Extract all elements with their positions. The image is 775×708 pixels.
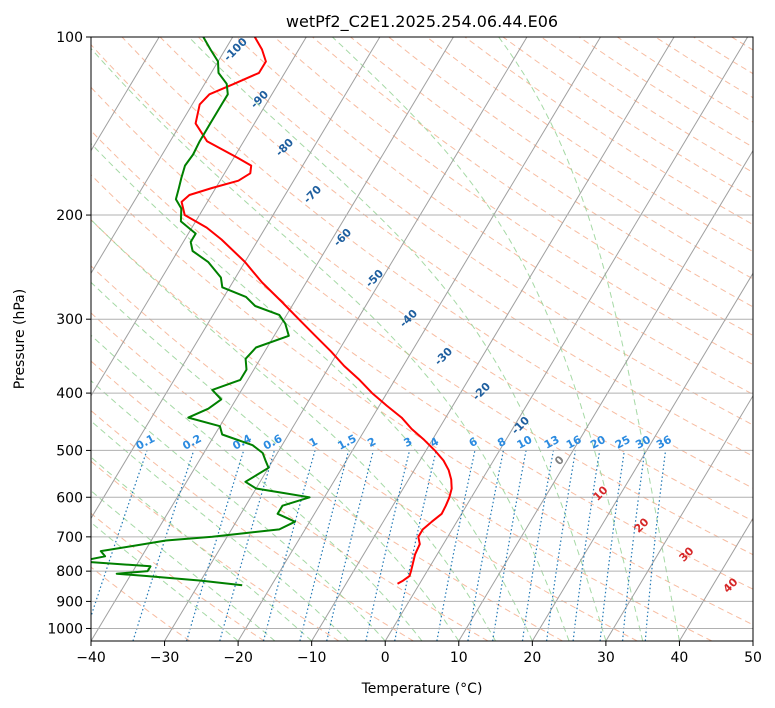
mixing-ratio-line [186, 450, 245, 641]
mixing-ratio-label: 13 [542, 433, 562, 452]
y-tick-label: 400 [56, 386, 83, 402]
plot-frame [90, 36, 754, 642]
dry-adiabat [350, 37, 753, 308]
y-axis-title: Pressure (hPa) [12, 289, 28, 389]
mixing-ratio-line [219, 450, 275, 641]
isotherm [605, 394, 753, 641]
y-axis-ticks: 100 200 300 400 500 600 700 800 900 1000 [47, 30, 91, 637]
mixing-ratio-line [299, 450, 350, 641]
moist-adiabat [91, 47, 570, 641]
y-tick-label: 300 [56, 312, 83, 328]
mixing-ratio-line [132, 450, 195, 641]
isotherm [311, 37, 675, 641]
moist-adiabat [498, 37, 680, 641]
mixing-ratio-line [326, 450, 374, 641]
mixing-ratio-line [644, 450, 667, 641]
x-tick-label: −10 [297, 650, 327, 666]
dry-adiabat [91, 265, 638, 641]
mixing-ratio-line [262, 450, 316, 641]
chart-title: wetPf2_C2E1.2025.254.06.44.E06 [286, 12, 558, 32]
dry-adiabat [235, 37, 753, 395]
dewpoint-profile [91, 37, 311, 587]
isotherm [679, 517, 753, 641]
isotherm [91, 37, 307, 397]
moist-adiabat [91, 420, 349, 641]
dry-adiabat [197, 37, 753, 426]
y-tick-label: 1000 [47, 621, 83, 637]
dry-adiabat [159, 37, 753, 457]
y-tick-label: 700 [56, 530, 83, 546]
temperature-profile [180, 37, 453, 585]
moist-adiabat [91, 334, 423, 641]
mixing-ratio-label: 10 [515, 433, 535, 452]
isotherm [164, 37, 528, 641]
dry-adiabat [91, 566, 190, 641]
mixing-ratio-label: 30 [633, 433, 653, 452]
y-tick-label: 600 [56, 490, 83, 506]
dry-adiabat [91, 512, 265, 641]
isotherm [91, 37, 381, 520]
moist-adiabat [91, 281, 460, 641]
y-tick-label: 800 [56, 564, 83, 580]
y-tick-label: 900 [56, 594, 83, 610]
isotherm [91, 37, 454, 641]
x-tick-label: −40 [76, 650, 106, 666]
x-tick-label: −30 [150, 650, 180, 666]
sounding-profiles [91, 37, 453, 587]
mixing-ratio-line [599, 450, 625, 641]
y-tick-label: 200 [56, 208, 83, 224]
mixing-ratio-line [546, 450, 577, 641]
x-axis-ticks: −40 −30 −20 −10 0 10 20 30 40 50 [76, 641, 762, 666]
moist-adiabat [91, 142, 533, 641]
x-tick-label: 0 [381, 650, 390, 666]
y-tick-label: 500 [56, 443, 83, 459]
moist-adiabat [332, 37, 644, 641]
isotherm [458, 149, 753, 641]
dry-adiabat [91, 174, 753, 626]
isotherm [91, 37, 160, 152]
x-axis-title: Temperature (°C) [361, 681, 483, 697]
mixing-ratio-line [572, 450, 601, 641]
mixing-ratio-label: 25 [613, 433, 633, 452]
background-lines [91, 37, 753, 641]
x-tick-label: 40 [671, 650, 689, 666]
x-tick-label: 10 [450, 650, 468, 666]
mixing-ratio-label: 36 [654, 433, 674, 452]
x-tick-label: −20 [223, 650, 253, 666]
moist-adiabat [91, 218, 497, 641]
isotherm [91, 37, 234, 275]
x-tick-label: 30 [597, 650, 615, 666]
mixing-ratio-label: 20 [588, 433, 608, 452]
dry-adiabat [91, 219, 713, 641]
x-tick-label: 20 [523, 650, 541, 666]
isotherm [384, 37, 749, 641]
mixing-ratio-line [622, 450, 646, 641]
dry-adiabat [91, 130, 753, 590]
dry-adiabat [91, 360, 489, 641]
mixing-ratio-label: 16 [564, 433, 584, 452]
mixing-ratio-line [521, 450, 554, 641]
y-tick-label: 100 [56, 30, 83, 46]
isotherm [237, 37, 601, 641]
isotherm [531, 272, 753, 641]
x-tick-label: 50 [744, 650, 762, 666]
moist-adiabat [188, 37, 607, 641]
dry-adiabat [91, 312, 563, 641]
